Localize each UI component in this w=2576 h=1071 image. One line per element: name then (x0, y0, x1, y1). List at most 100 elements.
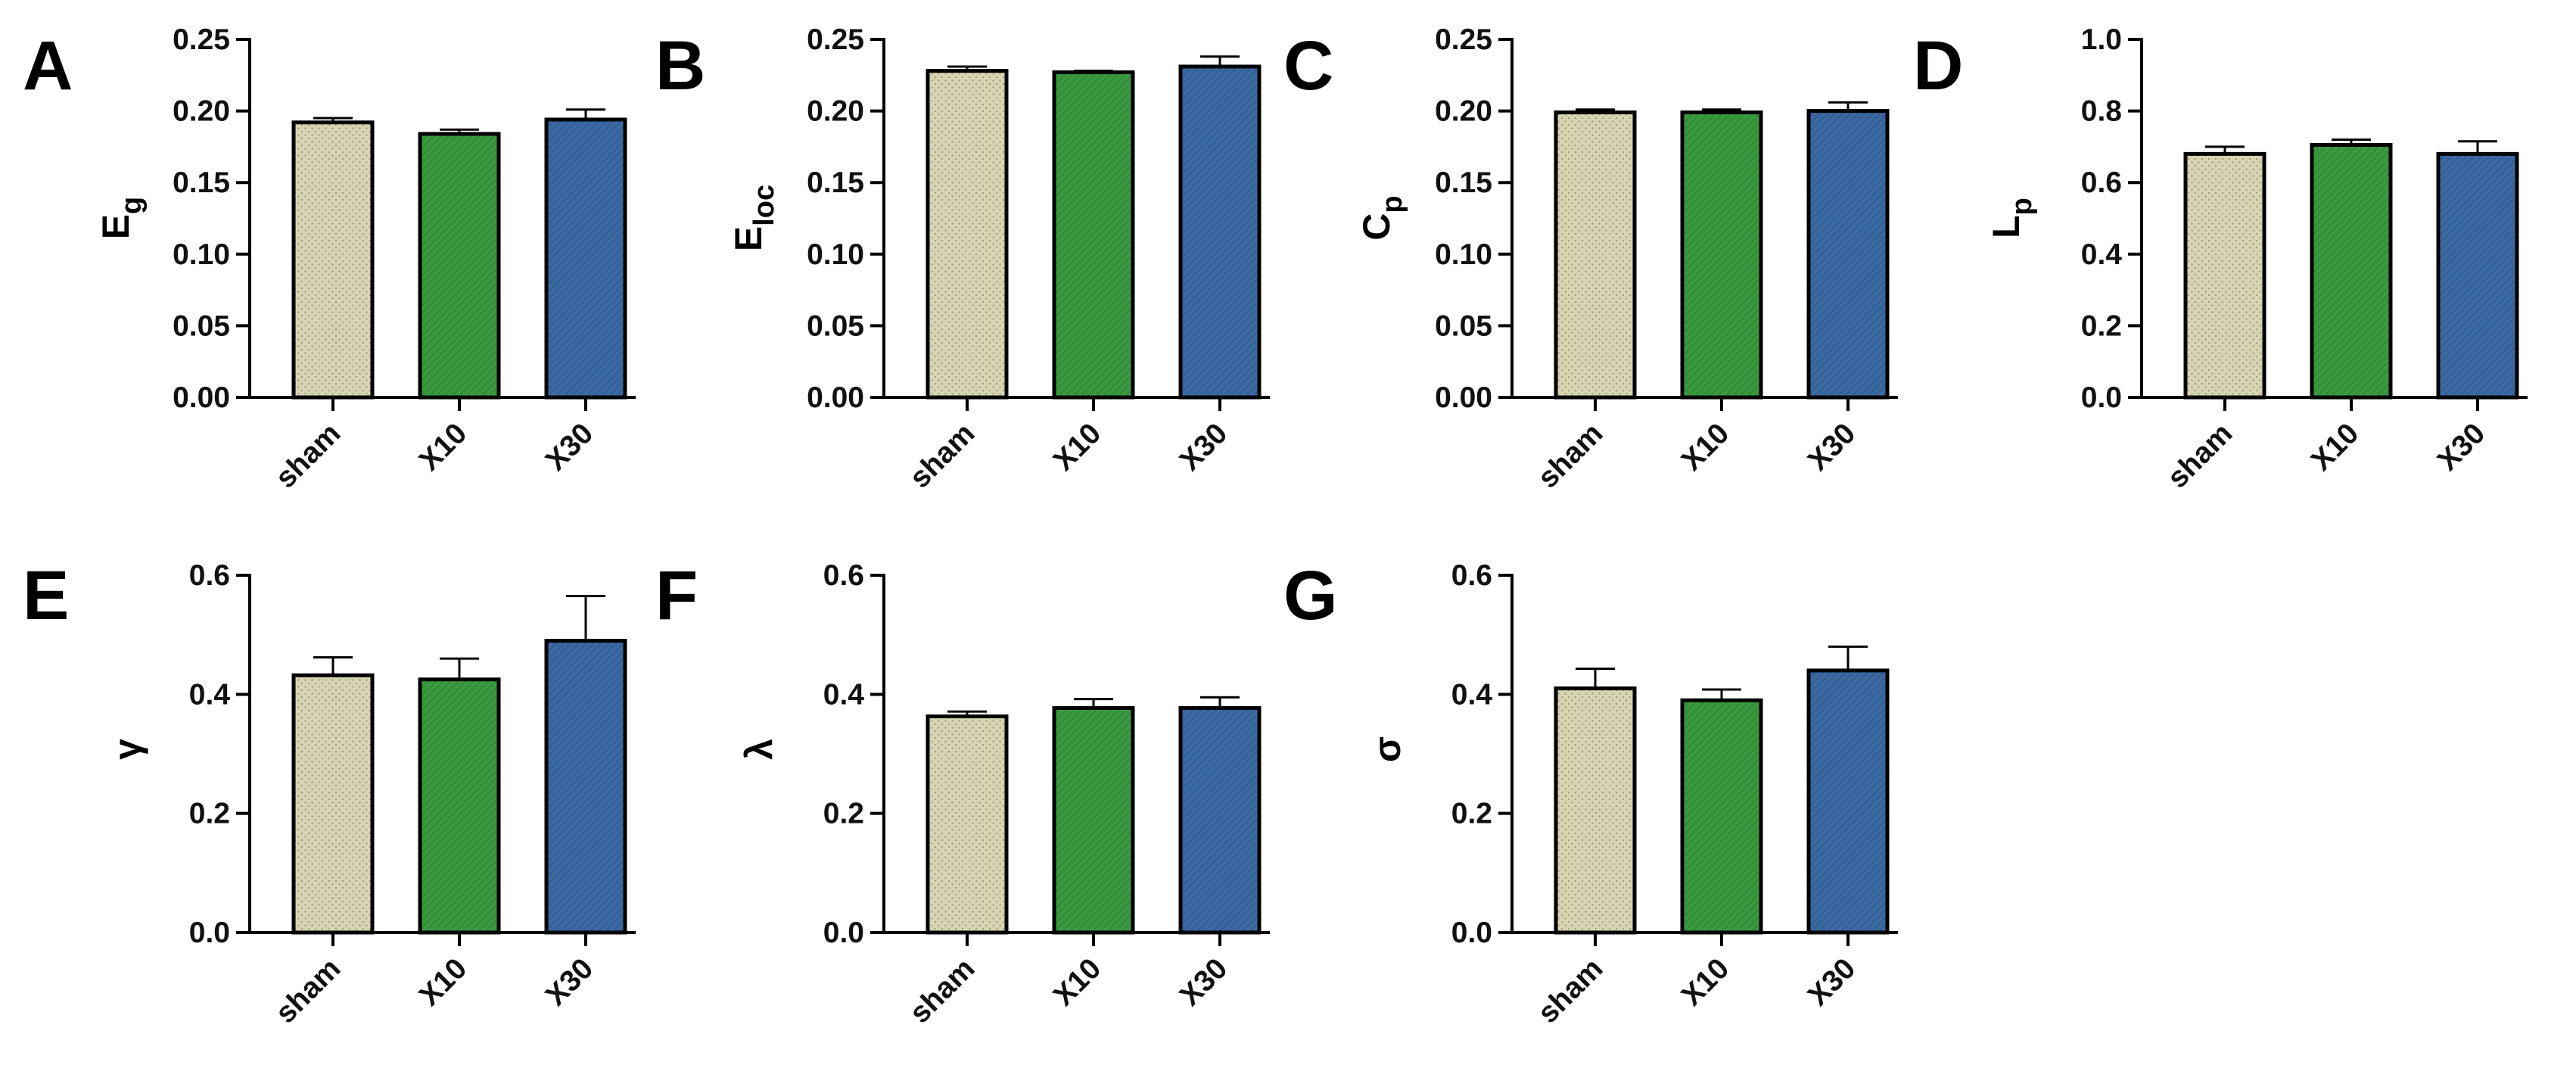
y-tick-label: 0.8 (2081, 95, 2122, 128)
bar-x30 (1178, 64, 1262, 400)
panel-letter: F (655, 557, 698, 634)
x-tick-label-x10: X10 (1675, 417, 1735, 477)
x-tick-label-x30: X30 (1802, 417, 1862, 477)
y-tick-label: 0.15 (1435, 167, 1492, 199)
chart-panel-d: D Lp 0.0 0.2 0.4 0.6 0.8 1.0 sham X10 X30 (1913, 23, 2528, 494)
chart-panel-a: A Eg 0.00 0.05 0.10 0.15 0.20 0.25 sham X10 X30 (23, 23, 636, 494)
y-tick-label: 0.0 (1451, 917, 1492, 949)
x-tick-label-sham: sham (904, 417, 981, 494)
y-tick-label: 0.10 (173, 238, 230, 271)
y-axis-label-main: E (95, 214, 137, 239)
y-axis-label-main: σ (1366, 736, 1408, 762)
bar-x30 (1806, 668, 1890, 935)
bar-sham (1554, 686, 1637, 935)
y-tick-label: 0.05 (173, 310, 230, 342)
y-tick-label: 0.2 (189, 798, 230, 830)
y-axis-label-main: C (1355, 213, 1398, 241)
bar-sham (926, 714, 1009, 935)
y-tick-label: 0.4 (1451, 678, 1493, 711)
y-tick-label: 0.15 (807, 167, 864, 199)
y-tick-label: 0.6 (1451, 559, 1492, 592)
bar-x10 (1052, 70, 1135, 400)
y-tick-label: 0.05 (1435, 310, 1492, 342)
bar-sham (291, 120, 375, 400)
y-tick-label: 0.10 (807, 238, 864, 271)
chart-panel-e: Eγ 0.0 0.2 0.4 0.6 sham X10 X30 (23, 557, 636, 1029)
x-tick-label-x10: X10 (413, 952, 473, 1012)
y-axis-label: γ (106, 739, 148, 760)
y-axis-label-subscript: loc (748, 185, 780, 226)
bar-sham (2183, 151, 2266, 400)
bar-sham (926, 69, 1009, 400)
y-tick-label: 0.15 (173, 167, 230, 199)
y-tick-label: 0.6 (2081, 167, 2122, 199)
y-axis-label-main: L (1985, 215, 2027, 238)
panel-letter: D (1913, 27, 1963, 104)
y-tick-label: 0.10 (1435, 238, 1492, 271)
x-tick-label-x30: X30 (1174, 952, 1234, 1012)
x-tick-label-x10: X10 (1047, 417, 1107, 477)
x-tick-label-sham: sham (269, 417, 347, 494)
y-tick-label: 0.0 (189, 917, 230, 949)
y-tick-label: 0.0 (2081, 381, 2122, 414)
y-axis-label: Cp (1355, 195, 1408, 240)
y-tick-label: 0.4 (2081, 238, 2123, 271)
y-tick-label: 0.00 (807, 381, 864, 414)
bar-x10 (1680, 698, 1763, 935)
y-tick-label: 0.00 (173, 381, 230, 414)
bar-x10 (1680, 110, 1763, 400)
y-tick-label: 1.0 (2081, 23, 2122, 56)
x-tick-label-sham: sham (2161, 417, 2238, 494)
x-tick-label-sham: sham (904, 952, 981, 1029)
y-tick-label: 0.25 (173, 23, 230, 56)
y-axis-label-main: λ (738, 739, 780, 760)
y-axis-label-subscript: p (2006, 198, 2038, 215)
y-axis-label: λ (738, 739, 780, 760)
x-tick-label-sham: sham (1532, 952, 1609, 1029)
x-tick-label-x30: X30 (540, 417, 599, 477)
bar-sham (291, 673, 375, 935)
bar-x10 (418, 677, 501, 935)
panel-letter: B (655, 27, 705, 104)
bar-x30 (1178, 705, 1262, 935)
chart-panel-f: Fλ 0.0 0.2 0.4 0.6 sham X10 X30 (655, 557, 1270, 1029)
y-tick-label: 0.20 (807, 95, 864, 128)
panel-letter: C (1283, 27, 1333, 104)
y-tick-label: 0.20 (173, 95, 230, 128)
bar-x10 (418, 132, 501, 400)
y-tick-label: 0.2 (1451, 798, 1492, 830)
y-tick-label: 0.0 (823, 917, 864, 949)
y-tick-label: 0.6 (823, 559, 864, 592)
bar-x30 (2436, 151, 2519, 400)
x-tick-label-x10: X10 (413, 417, 473, 477)
x-tick-label-sham: sham (1532, 417, 1609, 494)
panel-letter: E (23, 557, 69, 634)
bar-x30 (544, 639, 627, 935)
y-axis-label: Eloc (727, 185, 780, 251)
y-tick-label: 0.2 (2081, 310, 2122, 342)
x-tick-label-x10: X10 (1675, 952, 1735, 1012)
y-axis-label: σ (1366, 736, 1408, 762)
y-axis-label: Eg (95, 197, 148, 240)
y-axis-label-main: γ (106, 739, 148, 760)
y-axis-label-subscript: p (1377, 195, 1408, 213)
y-axis-label: Lp (1985, 198, 2038, 238)
x-tick-label-x30: X30 (1174, 417, 1234, 477)
bar-x10 (2310, 143, 2393, 400)
y-tick-label: 0.20 (1435, 95, 1492, 128)
bar-sham (1554, 110, 1637, 400)
chart-panel-b: B Eloc 0.00 0.05 0.10 0.15 0.20 0.25 sham X10 X30 (655, 23, 1270, 494)
y-tick-label: 0.4 (189, 678, 231, 711)
y-tick-label: 0.00 (1435, 381, 1492, 414)
y-tick-label: 0.25 (807, 23, 864, 56)
x-tick-label-x10: X10 (1047, 952, 1107, 1012)
chart-panel-g: Gσ 0.0 0.2 0.4 0.6 sham X10 X30 (1283, 557, 1898, 1029)
panel-letter: G (1283, 557, 1338, 634)
y-axis-label-main: E (727, 226, 770, 251)
x-tick-label-sham: sham (269, 952, 347, 1029)
y-tick-label: 0.05 (807, 310, 864, 342)
y-tick-label: 0.25 (1435, 23, 1492, 56)
y-tick-label: 0.4 (823, 678, 865, 711)
